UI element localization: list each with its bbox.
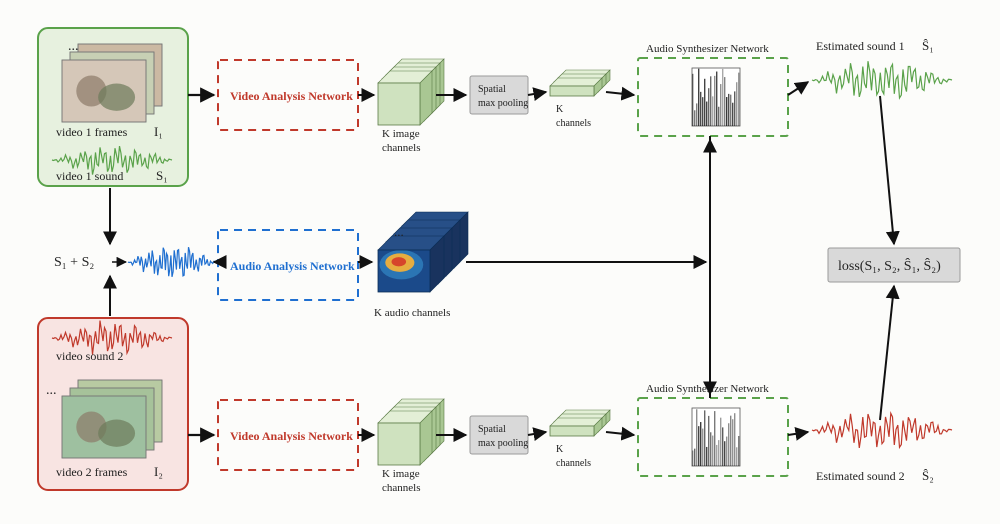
arrow <box>880 96 894 244</box>
waveform-sum <box>128 247 216 277</box>
svg-text:Ŝ₂: Ŝ₂ <box>922 468 934 483</box>
arrow <box>788 432 808 435</box>
label-audio-synth: Audio Synthesizer Network <box>646 43 769 55</box>
label-est1: Estimated sound 1 <box>816 39 905 53</box>
arrow <box>788 82 808 95</box>
label-video-net: Video Analysis Network <box>230 89 353 103</box>
svg-text:Ŝ₁: Ŝ₁ <box>922 38 934 53</box>
label-video1-sound: video 1 sound <box>56 169 123 183</box>
label-sum: S₁ + S₂ <box>54 255 94 270</box>
label-k-channels: Kchannels <box>556 104 591 129</box>
svg-text:S₁: S₁ <box>156 168 168 183</box>
svg-text:Audio Synthesizer Network: Audio Synthesizer Network <box>646 383 769 395</box>
svg-text:...: ... <box>394 224 404 239</box>
label-loss: loss(S₁, S₂, Ŝ₁, Ŝ₂) <box>838 257 941 274</box>
label-k-audio-channels: K audio channels <box>374 307 450 319</box>
svg-text:I₂: I₂ <box>154 464 163 479</box>
label-audio-net: Audio Analysis Network <box>230 259 355 273</box>
architecture-diagram: ... video 1 frames I₁ video 1 sound S₁ video … <box>0 0 1000 524</box>
label-video2-frames: video 2 frames <box>56 465 128 479</box>
arrow <box>528 432 546 435</box>
label-video1-frames: video 1 frames <box>56 125 128 139</box>
svg-text:...: ... <box>46 383 57 398</box>
label-k-image-channels: K imagechannels <box>382 128 420 154</box>
label-video2-sound: video sound 2 <box>56 349 123 363</box>
svg-text:K imagechannels: K imagechannels <box>382 468 420 494</box>
label-est2: Estimated sound 2 <box>816 469 905 483</box>
waveform-est2 <box>812 413 952 448</box>
svg-text:...: ... <box>68 39 79 54</box>
arrow <box>606 432 634 435</box>
arrow <box>606 92 634 95</box>
waveform-est1 <box>812 61 952 98</box>
arrow <box>528 92 546 95</box>
svg-text:I₁: I₁ <box>154 124 163 139</box>
svg-text:Video Analysis Network: Video Analysis Network <box>230 429 353 443</box>
svg-text:Kchannels: Kchannels <box>556 444 591 469</box>
arrow <box>880 286 894 420</box>
